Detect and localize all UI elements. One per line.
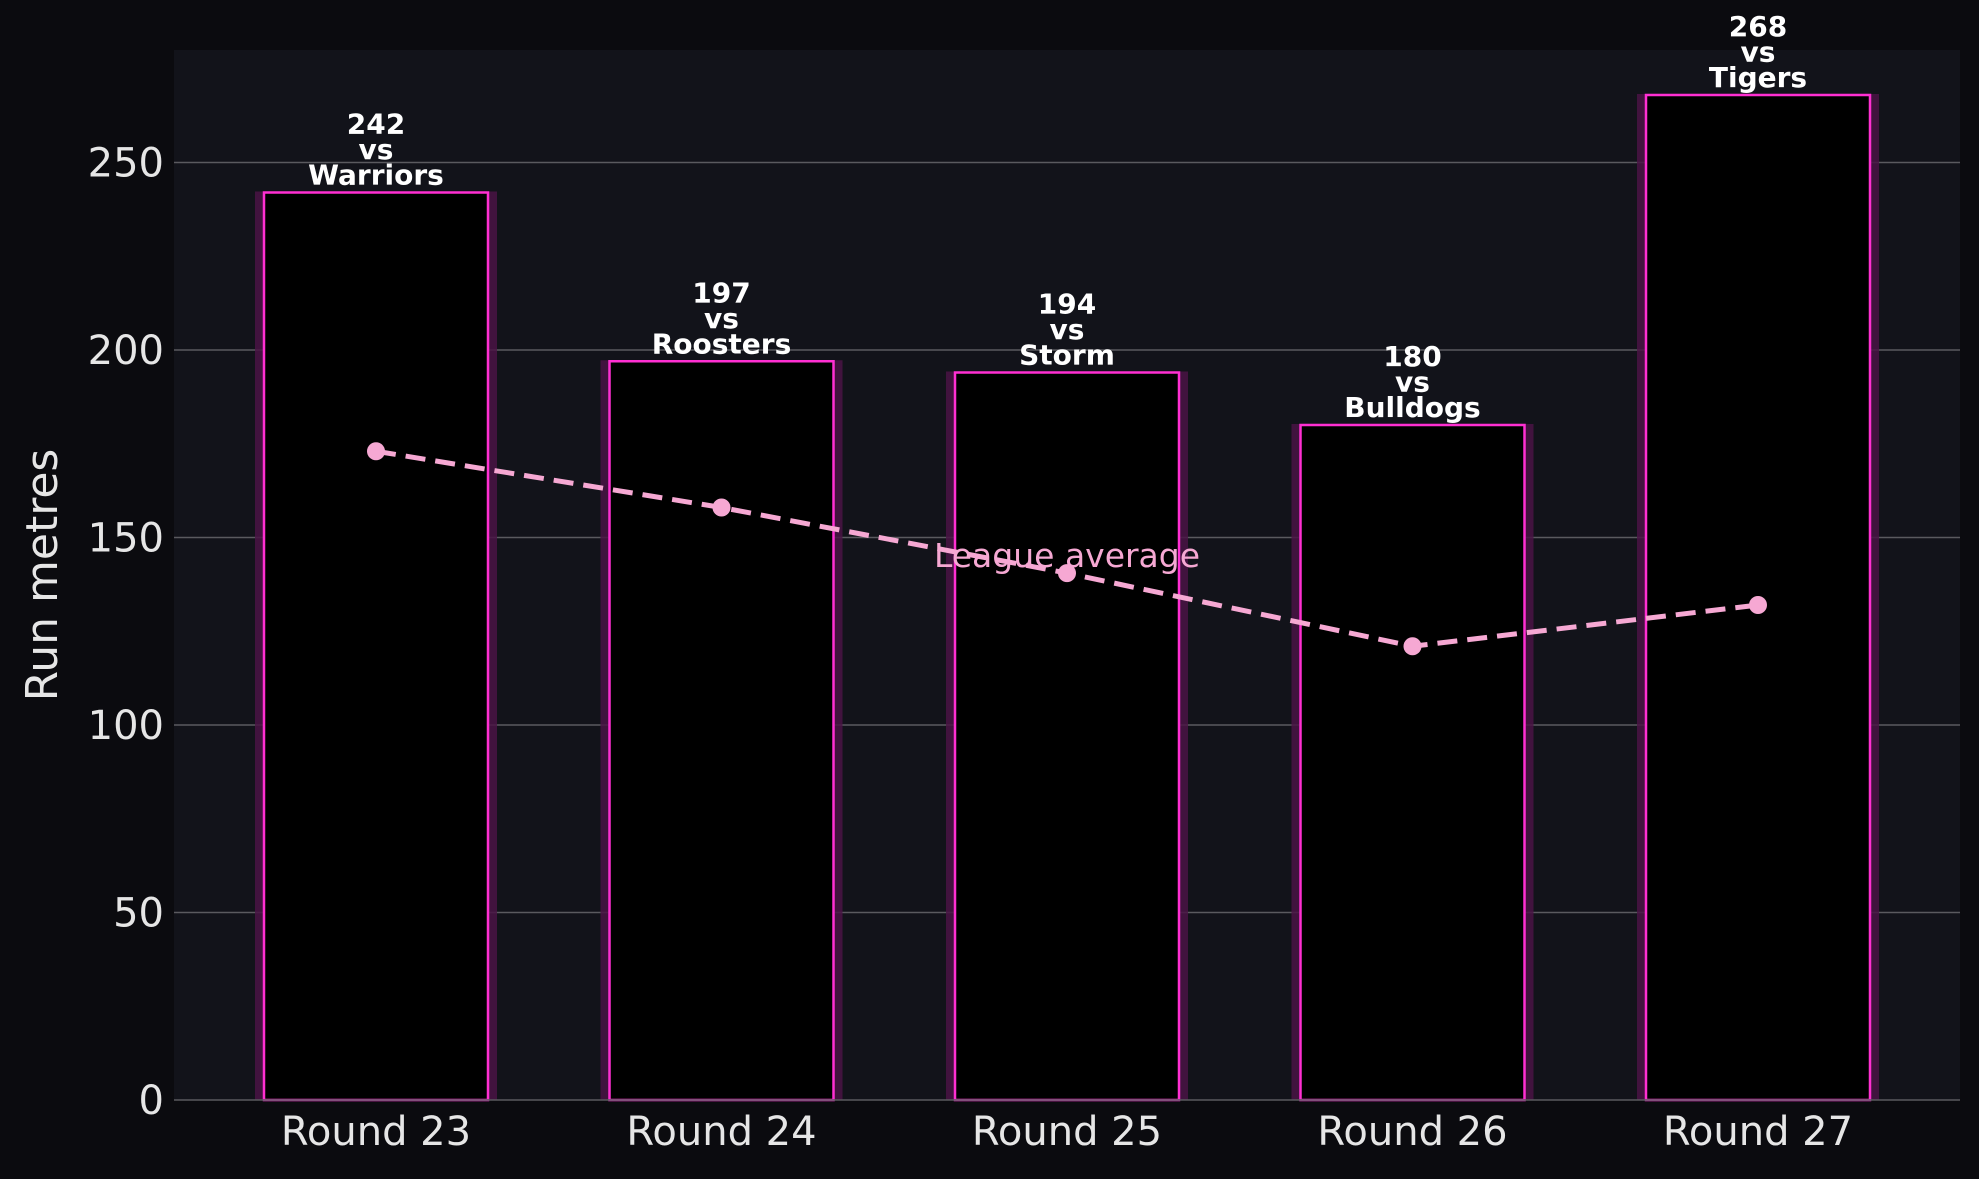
vs-text: vs bbox=[1395, 366, 1430, 399]
bar-value: 180 bbox=[1383, 340, 1441, 373]
y-tick-label: 100 bbox=[88, 703, 164, 749]
y-tick-label: 50 bbox=[113, 891, 164, 937]
y-tick-label: 0 bbox=[139, 1078, 164, 1124]
x-tick-label: Round 23 bbox=[281, 1109, 471, 1155]
opponent-name: Tigers bbox=[1709, 61, 1807, 94]
opponent-name: Warriors bbox=[308, 159, 444, 192]
opponent-name: Bulldogs bbox=[1344, 391, 1480, 424]
bar-value-label: 242 vs Warriors bbox=[308, 108, 444, 192]
bar bbox=[608, 360, 835, 1102]
y-axis-title: Run metres bbox=[17, 449, 68, 702]
bar-value: 242 bbox=[347, 108, 405, 141]
opponent-name: Storm bbox=[1019, 339, 1115, 372]
y-tick-label: 200 bbox=[88, 328, 164, 374]
bar-value-label: 197 vs Roosters bbox=[652, 276, 792, 360]
league-average-point bbox=[367, 442, 385, 461]
bar bbox=[953, 371, 1181, 1102]
y-tick-label: 150 bbox=[88, 516, 164, 562]
league-average-point bbox=[1058, 564, 1076, 583]
opponent-name: Roosters bbox=[652, 327, 792, 360]
vs-text: vs bbox=[1741, 36, 1776, 69]
bar-value: 268 bbox=[1729, 10, 1787, 43]
bar-value-label: 180 vs Bulldogs bbox=[1344, 340, 1480, 424]
x-tick-label: Round 25 bbox=[972, 1109, 1162, 1155]
bar-value: 197 bbox=[692, 276, 750, 309]
x-tick-label: Round 27 bbox=[1663, 1109, 1853, 1155]
league-average-series: League average bbox=[367, 442, 1767, 656]
y-tick-label: 250 bbox=[88, 141, 164, 187]
bar-value-label: 194 vs Storm bbox=[1019, 288, 1115, 372]
league-average-label: League average bbox=[934, 536, 1200, 575]
bar-value-label: 268 vs Tigers bbox=[1709, 10, 1807, 94]
league-average-point bbox=[1403, 637, 1422, 656]
vs-text: vs bbox=[704, 302, 739, 335]
axes: 0 50 100 150 200 250 Round 23 Round 24 Round 25 R… bbox=[88, 141, 1960, 1155]
x-tick-label: Round 26 bbox=[1317, 1109, 1507, 1155]
bar bbox=[262, 191, 490, 1102]
vs-text: vs bbox=[1050, 313, 1085, 346]
x-tick-label: Round 24 bbox=[626, 1109, 816, 1155]
bar bbox=[1299, 423, 1526, 1102]
league-average-point bbox=[712, 498, 731, 517]
bar-value: 194 bbox=[1038, 288, 1096, 321]
vs-text: vs bbox=[359, 133, 394, 166]
league-average-point bbox=[1749, 596, 1767, 614]
